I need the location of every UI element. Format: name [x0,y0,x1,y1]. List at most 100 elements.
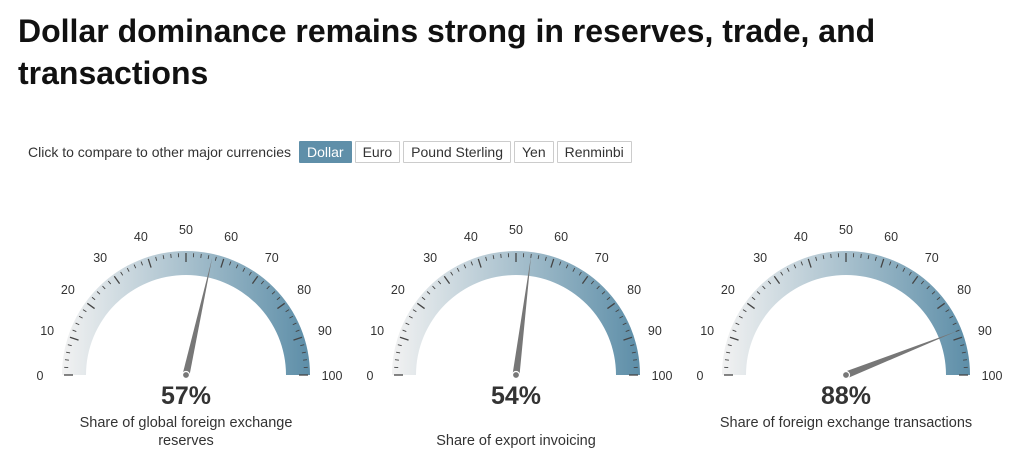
page-title: Dollar dominance remains strong in reser… [18,13,876,91]
gauge-tick-label: 80 [957,283,971,297]
gauge-tick-label: 60 [884,230,898,244]
gauge-tick [399,336,409,341]
gauge-tick [67,344,72,347]
gauge-tick [908,271,912,276]
gauge-caption-reserves: Share of global foreign exchange reserve… [79,415,293,449]
gauge-tick [82,309,87,313]
needle-pivot [841,370,851,380]
gauge-tick [622,322,627,326]
gauge-tick [936,296,941,301]
currency-button-pound-sterling[interactable]: Pound Sterling [403,141,511,163]
gauge-tick [902,267,906,272]
gauge-tick [396,351,401,354]
gauge-tick [726,351,731,354]
gauge-tick-label: 50 [179,223,193,237]
gauge-tick [751,296,756,301]
gauge-tick [738,315,743,319]
gauge-tick [394,359,399,361]
gauge-tick [69,336,79,341]
gauge-tick-label: 90 [978,324,992,338]
gauge-tick-label: 100 [982,369,1003,383]
gauge-tick [800,261,803,266]
gauge-tick [735,322,740,326]
gauge-tick-label: 10 [40,324,54,338]
gauge-tick [830,253,832,258]
gauge-tick [463,264,467,269]
gauge-tick [235,264,239,269]
gauge-tick [72,329,77,332]
gauge-tick [251,275,259,284]
gauge-tick [773,275,781,284]
gauge-tick [102,285,106,290]
gauge-tick [607,302,616,310]
gauge-tick [412,309,417,313]
gauge-tick [767,280,772,285]
gauge-tick [271,291,276,295]
gauge-needle [182,257,213,376]
gauge-band [62,251,310,375]
gauge-tick [220,258,225,268]
gauge-tick-label: 50 [839,223,853,237]
gauge-tick [895,264,899,269]
gauge-tick-label: 50 [509,223,523,237]
currency-button-yen[interactable]: Yen [514,141,554,163]
gauge-tick-label: 100 [652,369,673,383]
gauge-tick [492,255,495,260]
gauge-tick [170,253,172,258]
gauge-tick [293,336,303,341]
gauge-tick-label: 70 [265,251,279,265]
gauge-tick [633,359,638,361]
gauge-tick [601,291,606,295]
gauge-tick-label: 40 [794,230,808,244]
gauge-tick-label: 10 [700,324,714,338]
gauge-tick [450,271,454,276]
gauge-tick [300,344,305,347]
gauge-tick [544,256,547,261]
gauge-0: 0 10 20 30 40 50 60 70 80 90 100 [37,223,343,383]
gauge-tick [426,291,431,295]
gauge-tick [815,256,818,261]
gauge-tick [147,258,152,268]
gauge-tick-label: 0 [367,369,374,383]
needle-pivot [181,370,191,380]
gauge-tick [732,329,737,332]
gauge-needle [844,330,958,379]
currency-button-euro[interactable]: Euro [354,141,401,163]
gauge-caption-invoicing: Share of export invoicing [436,433,596,449]
gauge-tick-label: 60 [224,230,238,244]
gauge-tick [615,309,620,313]
gauge-tick [292,322,297,326]
gauge-tick [303,359,308,361]
gauge-tick [606,296,611,301]
gauge-tick [550,258,555,268]
gauge-tick [937,302,946,310]
currency-button-dollar[interactable]: Dollar [299,141,352,163]
gauge-1: 0 10 20 30 40 50 60 70 80 90 100 [367,223,673,383]
gauge-tick [537,255,540,260]
gauge-tick [155,256,158,261]
gauge-tick [405,322,410,326]
gauge-tick [301,351,306,354]
gauge-tick [920,280,925,285]
gauge-tick-label: 30 [93,251,107,265]
gauge-tick [793,264,797,269]
gauge-tick [126,267,130,272]
gauge-tick [581,275,589,284]
gauge-tick [565,264,569,269]
gauge-tick [86,302,95,310]
gauge-tick [880,258,885,268]
gauge-tick-label: 30 [423,251,437,265]
gauge-tick [949,315,954,319]
gauge-tick [485,256,488,261]
gauge-tick-label: 100 [322,369,343,383]
gauge-tick [64,359,69,361]
gauge-tick [780,271,784,276]
gauge-tick [931,291,936,295]
gauge-tick-label: 90 [318,324,332,338]
currency-button-renminbi[interactable]: Renminbi [556,141,632,163]
gauge-tick-label: 70 [595,251,609,265]
gauge-value-invoicing: 54% [490,382,542,410]
gauge-tick [590,280,595,285]
gauge-tick [889,261,892,266]
